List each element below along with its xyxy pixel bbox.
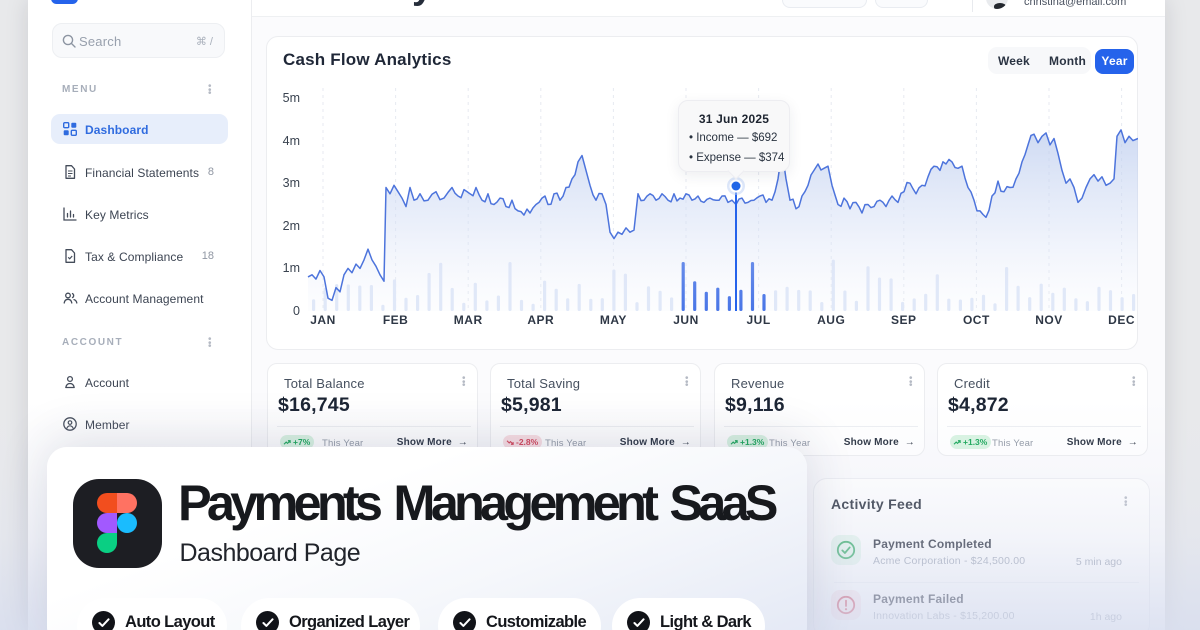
svg-text:3m: 3m — [283, 176, 300, 190]
svg-text:FEB: FEB — [383, 313, 409, 327]
svg-text:0: 0 — [293, 304, 300, 318]
svg-text:MAR: MAR — [454, 313, 483, 327]
svg-text:JUL: JUL — [747, 313, 771, 327]
svg-text:OCT: OCT — [963, 313, 990, 327]
svg-text:SEP: SEP — [891, 313, 917, 327]
svg-text:MAY: MAY — [600, 313, 627, 327]
svg-text:5m: 5m — [283, 91, 300, 105]
svg-text:1m: 1m — [283, 261, 300, 275]
svg-text:DEC: DEC — [1108, 313, 1135, 327]
svg-text:2m: 2m — [283, 219, 300, 233]
svg-text:4m: 4m — [283, 134, 300, 148]
svg-text:NOV: NOV — [1035, 313, 1063, 327]
svg-text:AUG: AUG — [817, 313, 845, 327]
svg-text:APR: APR — [527, 313, 554, 327]
svg-text:JAN: JAN — [310, 313, 336, 327]
svg-text:JUN: JUN — [673, 313, 699, 327]
